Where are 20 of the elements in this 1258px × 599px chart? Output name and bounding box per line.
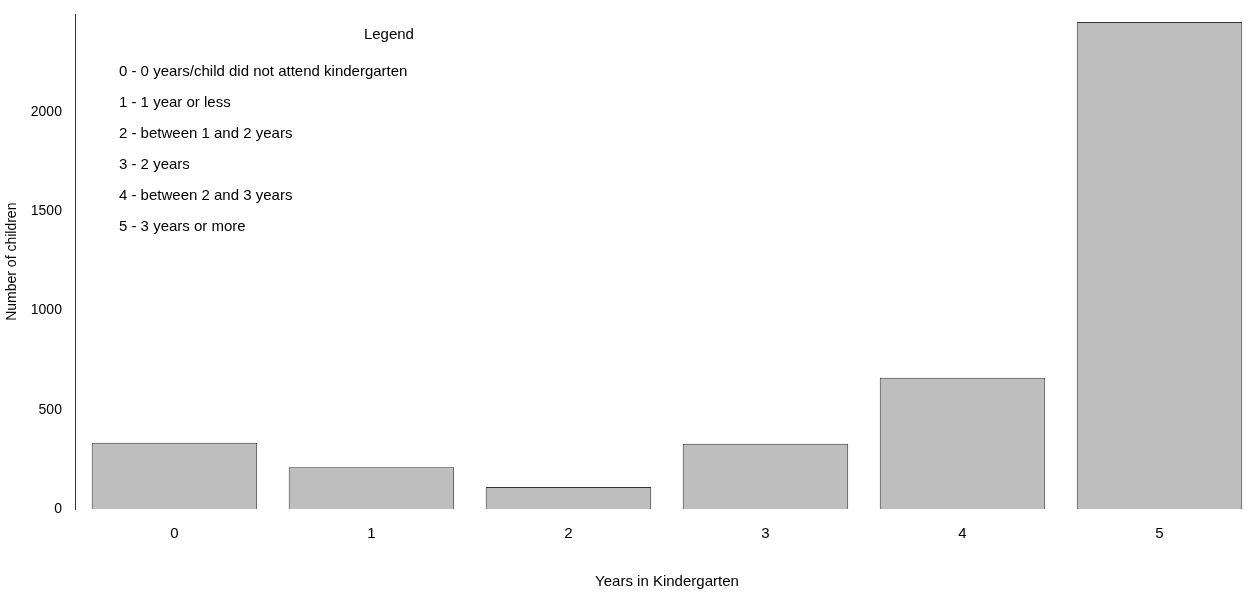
y-tick-label: 0: [54, 499, 63, 516]
annotation: 1 - 1 year or less: [118, 93, 231, 111]
y-axis-title: Number of children: [3, 202, 20, 321]
x-axis-title: Years in Kindergarten: [595, 572, 739, 590]
x-tick-label: 0: [170, 524, 179, 542]
x-tick-label: 1: [367, 524, 376, 542]
annotation: 0 - 0 years/child did not attend kindergarten: [118, 62, 408, 80]
x-tick-label: 4: [958, 524, 967, 542]
annotation: Legend: [363, 25, 414, 43]
y-tick-label: 500: [38, 400, 63, 417]
x-tick-label: 5: [1155, 524, 1164, 542]
annotation: 5 - 3 years or more: [118, 217, 246, 235]
y-tick-label: 2000: [30, 102, 63, 119]
y-tick-label: 1000: [30, 301, 63, 318]
annotation: 3 - 2 years: [118, 155, 190, 173]
x-tick-label: 2: [564, 524, 573, 542]
x-tick-label: 3: [761, 524, 770, 542]
annotation: 2 - between 1 and 2 years: [118, 124, 293, 142]
annotation: 4 - between 2 and 3 years: [118, 186, 293, 204]
y-tick-label: 1500: [30, 201, 63, 218]
